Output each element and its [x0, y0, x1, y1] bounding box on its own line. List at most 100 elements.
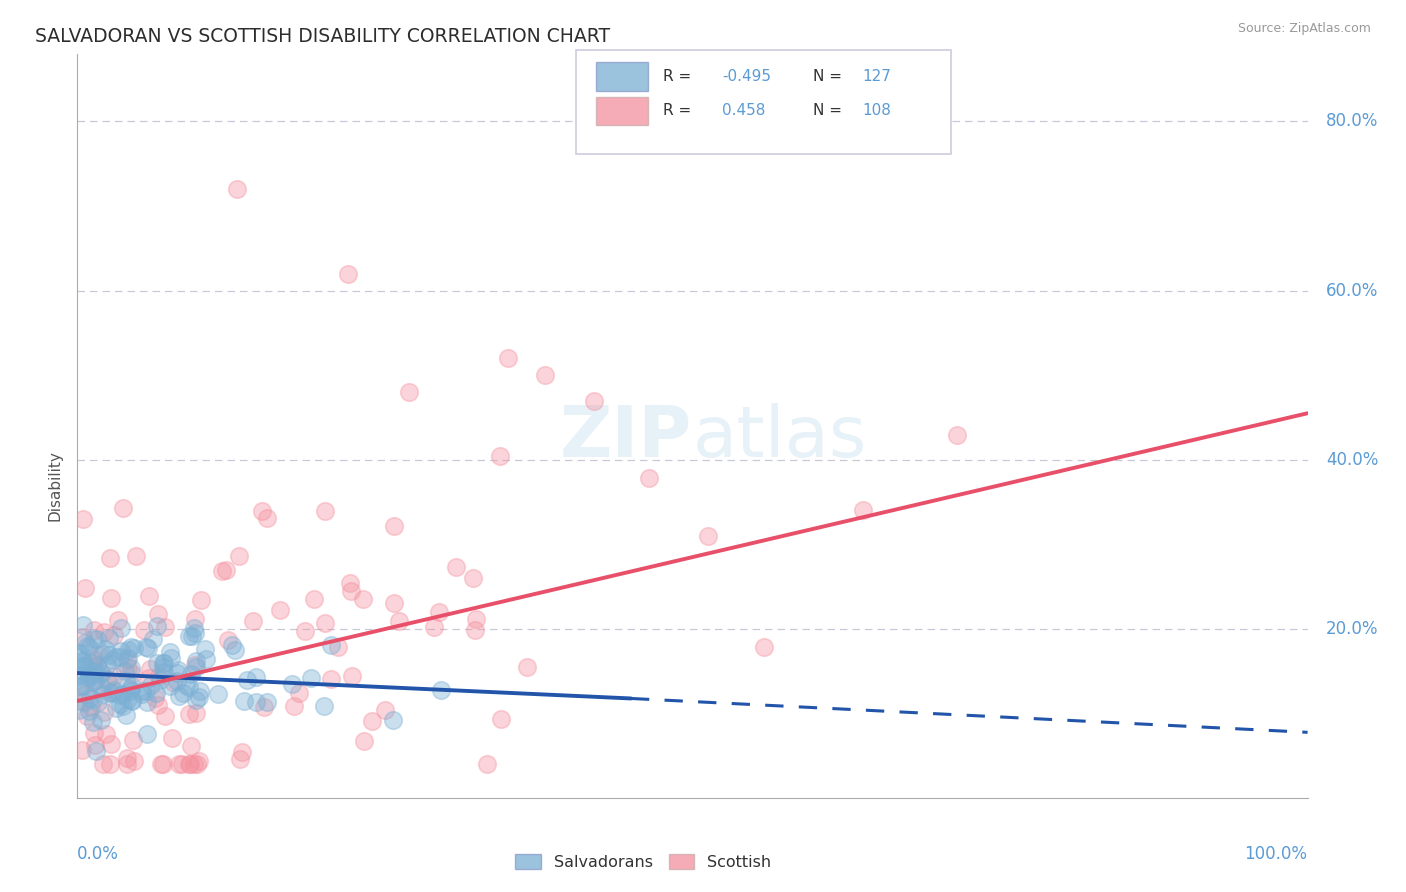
Point — [167, 690, 190, 704]
Point — [90, 666, 112, 681]
Point — [169, 757, 191, 772]
Point — [87, 648, 110, 663]
Point — [82, 691, 104, 706]
Point — [82, 674, 104, 689]
Point — [121, 694, 143, 708]
Point — [138, 589, 160, 603]
Point — [72, 654, 94, 668]
Point — [166, 663, 188, 677]
Point — [84, 665, 107, 679]
Point — [122, 754, 145, 768]
Point — [73, 660, 96, 674]
Point — [217, 632, 239, 647]
Point — [233, 694, 256, 708]
Point — [215, 563, 238, 577]
Point — [461, 571, 484, 585]
Point — [117, 661, 139, 675]
Point — [100, 591, 122, 606]
Point — [115, 652, 138, 666]
Point — [852, 503, 875, 517]
Point — [84, 673, 107, 688]
Point — [131, 687, 153, 701]
Point — [86, 657, 108, 672]
Point — [256, 695, 278, 709]
Point — [93, 706, 115, 720]
Point — [86, 659, 108, 673]
Point — [82, 664, 104, 678]
Point — [489, 449, 512, 463]
Point — [125, 549, 148, 563]
Point — [752, 640, 775, 655]
Point — [177, 680, 200, 694]
Point — [269, 603, 291, 617]
Point — [148, 607, 170, 621]
Point — [93, 642, 115, 657]
Point — [534, 368, 557, 383]
Point — [79, 640, 101, 654]
Point — [245, 695, 267, 709]
Point — [98, 757, 121, 772]
Point — [108, 689, 131, 703]
Text: 40.0%: 40.0% — [1326, 450, 1378, 469]
Point — [82, 715, 104, 730]
Point — [153, 620, 176, 634]
Point — [121, 692, 143, 706]
Point — [121, 679, 143, 693]
Point — [489, 713, 512, 727]
Point — [131, 684, 153, 698]
Point — [181, 629, 204, 643]
Point — [398, 385, 420, 400]
Point — [353, 734, 375, 748]
Point — [138, 671, 160, 685]
Point — [184, 654, 207, 668]
Point — [69, 646, 91, 660]
Point — [67, 669, 90, 683]
Point — [176, 678, 198, 692]
Point — [190, 593, 212, 607]
Point — [93, 757, 115, 772]
Point — [82, 657, 104, 671]
Point — [103, 685, 125, 699]
Point — [104, 701, 127, 715]
Point — [179, 706, 201, 721]
Point — [100, 686, 122, 700]
Point — [183, 621, 205, 635]
Point — [103, 683, 125, 698]
Point — [114, 664, 136, 678]
Point — [252, 504, 274, 518]
Point — [77, 704, 100, 718]
Point — [86, 632, 108, 647]
Legend: Salvadorans, Scottish: Salvadorans, Scottish — [509, 847, 778, 876]
Point — [184, 693, 207, 707]
Point — [288, 686, 311, 700]
Point — [155, 708, 177, 723]
Point — [79, 691, 101, 706]
Point — [90, 714, 112, 728]
Text: Source: ZipAtlas.com: Source: ZipAtlas.com — [1237, 22, 1371, 36]
Text: N =: N = — [813, 103, 846, 119]
Point — [82, 667, 104, 681]
Point — [115, 751, 138, 765]
Point — [211, 564, 233, 578]
Point — [76, 662, 98, 676]
Point — [159, 645, 181, 659]
Point — [352, 592, 374, 607]
Point — [302, 591, 325, 606]
Point — [361, 714, 384, 728]
Point — [104, 649, 127, 664]
Point — [496, 351, 519, 366]
Point — [170, 757, 193, 772]
Point — [166, 665, 188, 680]
Point — [253, 700, 276, 714]
Point — [70, 743, 93, 757]
Point — [696, 529, 718, 543]
Point — [69, 679, 91, 693]
Point — [100, 737, 122, 751]
Point — [184, 706, 207, 721]
Point — [135, 684, 157, 698]
Point — [90, 647, 112, 661]
Point — [72, 630, 94, 644]
Point — [387, 614, 409, 628]
Point — [110, 643, 132, 657]
Point — [103, 628, 125, 642]
